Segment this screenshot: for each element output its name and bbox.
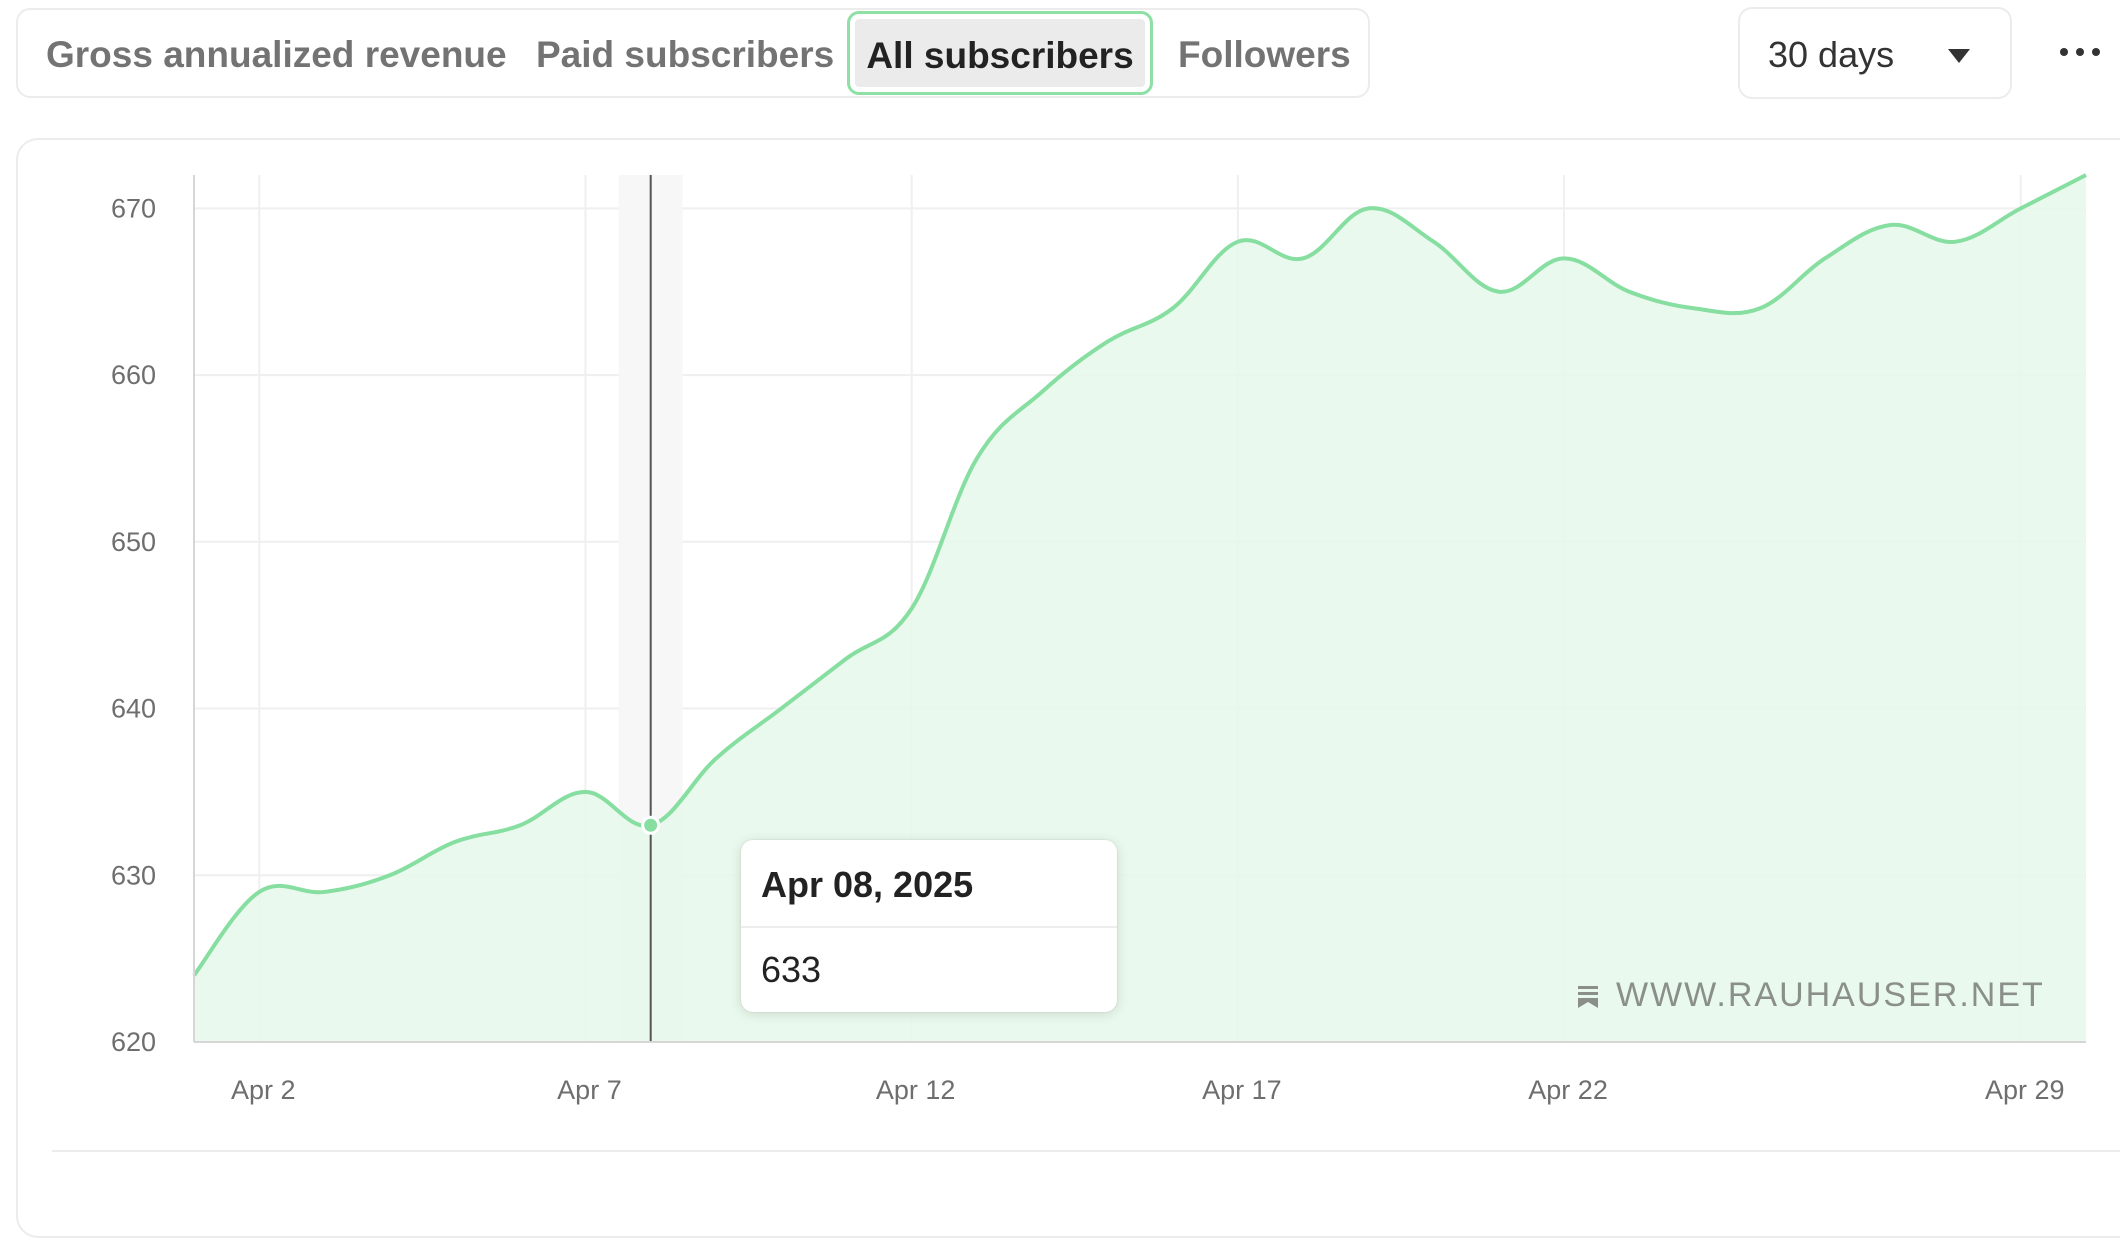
y-tick-label: 650 — [111, 527, 156, 557]
data-point — [2085, 174, 2088, 177]
data-point — [1954, 240, 1957, 243]
area-fill — [194, 175, 2086, 1042]
data-point — [1563, 257, 1566, 260]
data-point — [1497, 290, 1500, 293]
watermark: WWW.RAUHAUSER.NET — [1578, 976, 2045, 1016]
caret-down-icon — [1948, 49, 1970, 63]
data-point — [1824, 257, 1827, 260]
data-point — [1432, 240, 1435, 243]
more-horizontal-icon — [2060, 48, 2068, 56]
data-point — [1106, 340, 1109, 343]
y-tick-label: 660 — [111, 360, 156, 390]
x-tick-label: Apr 22 — [1528, 1075, 1608, 1105]
tooltip-value: 633 — [761, 949, 822, 990]
data-point — [975, 457, 978, 460]
data-point — [193, 974, 196, 977]
x-tick-label: Apr 2 — [231, 1075, 296, 1105]
data-point — [1628, 290, 1631, 293]
y-tick-label: 670 — [111, 193, 156, 223]
data-point — [258, 890, 261, 893]
x-tick-label: Apr 29 — [1985, 1075, 2065, 1105]
data-point — [714, 757, 717, 760]
x-tick-label: Apr 12 — [876, 1075, 956, 1105]
data-point — [2019, 207, 2022, 210]
metric-tabs: Gross annualized revenue Paid subscriber… — [16, 8, 1370, 98]
data-point — [845, 657, 848, 660]
x-tick-label: Apr 7 — [557, 1075, 622, 1105]
data-point — [1302, 257, 1305, 260]
divider — [52, 1150, 2120, 1152]
tab-gross-annualized-revenue[interactable]: Gross annualized revenue — [46, 34, 507, 75]
x-tick-label: Apr 17 — [1202, 1075, 1282, 1105]
tooltip-date: Apr 08, 2025 — [761, 864, 974, 905]
data-point — [1171, 307, 1174, 310]
tab-all-subscribers[interactable]: All subscribers — [847, 11, 1153, 95]
data-point — [1889, 224, 1892, 227]
data-point — [453, 840, 456, 843]
hover-tooltip: Apr 08, 2025 633 — [741, 840, 1117, 1012]
bookmark-icon — [1578, 986, 1598, 1008]
y-tick-label: 640 — [111, 694, 156, 724]
data-point — [388, 874, 391, 877]
data-point — [1236, 240, 1239, 243]
more-options-button[interactable] — [2050, 28, 2110, 78]
hover-point[interactable] — [641, 815, 661, 835]
tab-paid-subscribers[interactable]: Paid subscribers — [536, 34, 835, 75]
tab-followers[interactable]: Followers — [1178, 34, 1351, 75]
y-tick-label: 620 — [111, 1027, 156, 1057]
data-point — [910, 607, 913, 610]
data-point — [1758, 307, 1761, 310]
data-point — [1693, 307, 1696, 310]
data-point — [1367, 207, 1370, 210]
series-line — [192, 173, 2087, 977]
watermark-text: WWW.RAUHAUSER.NET — [1616, 976, 2045, 1014]
data-point — [323, 890, 326, 893]
tooltip-divider — [741, 926, 1117, 928]
data-point — [519, 824, 522, 827]
date-range-select[interactable]: 30 days — [1738, 7, 2012, 99]
data-point — [1041, 390, 1044, 393]
subscribers-chart[interactable]: 620 630 640 650 660 670 Apr 2 Apr 7 Apr 12 Apr 17… — [0, 0, 2120, 1172]
y-tick-label: 630 — [111, 860, 156, 890]
data-point — [584, 790, 587, 793]
date-range-value: 30 days — [1768, 34, 1895, 75]
data-point — [780, 707, 783, 710]
